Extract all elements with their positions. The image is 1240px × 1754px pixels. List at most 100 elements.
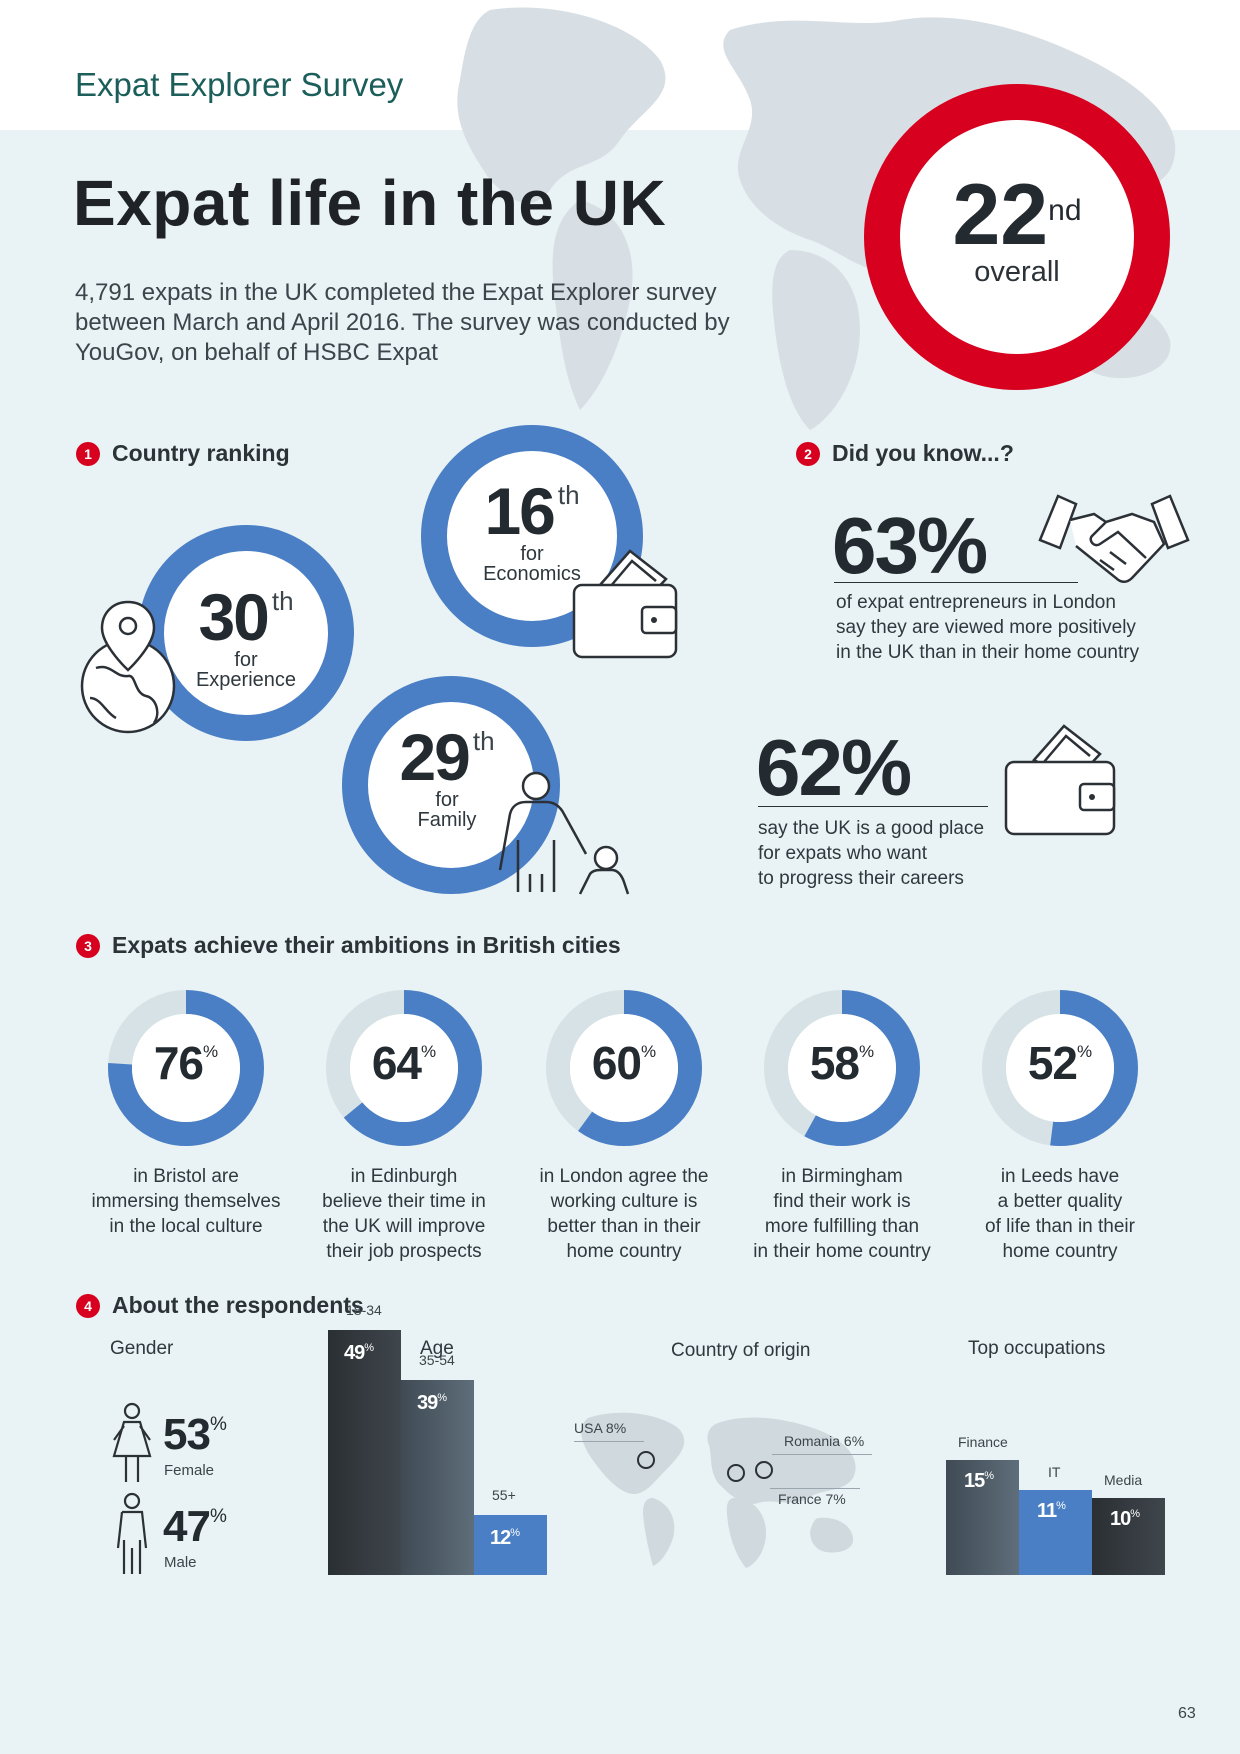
origin-country-label: USA 8% [574,1420,627,1436]
male-pct: 47% [163,1502,227,1552]
city-description-line: believe their time in [322,1191,486,1212]
male-icon [116,1492,148,1574]
city-description-line: in London agree the [539,1166,709,1187]
city-donut-arc [108,990,264,1146]
rank-number: 29 [399,720,470,794]
pct-unit: % [641,1042,657,1061]
origin-leader-line [574,1441,644,1442]
city-description: in Leeds have a better quality of life tha… [965,1164,1155,1264]
origin-heading: Country of origin [671,1340,811,1361]
city-donut-arc [546,990,702,1146]
city-description-line: in Edinburgh [350,1166,458,1187]
fact-line: of expat entrepreneurs in London [836,592,1116,613]
occupation-bar [1092,1498,1165,1575]
city-description-line: immersing themselves [91,1191,281,1212]
page-title: Expat life in the UK [73,167,667,239]
city-description: in Bristol are immersing themselves in the… [91,1164,281,1239]
pct-unit: % [209,1414,227,1435]
city-pct: 58% [757,1036,927,1090]
section-title: About the respondents [112,1292,364,1318]
occupation-bar-number: 10 [1110,1508,1131,1530]
section-did-you-know: 2 Did you know...? [796,440,1014,467]
city-description: in Birmingham find their work is more fulf… [747,1164,937,1264]
pct-unit: % [437,1392,447,1404]
fact-line: for expats who want [758,843,927,864]
intro-text: 4,791 expats in the UK completed the Exp… [75,279,730,366]
page-number: 63 [1178,1705,1196,1722]
section-title: Did you know...? [832,440,1014,466]
section-country-ranking: 1 Country ranking [76,440,290,467]
age-bar-number: 39 [417,1392,438,1414]
fact-text-careers: say the UK is a good place for expats wh… [758,816,1058,891]
pct-unit: % [203,1042,219,1061]
city-pct: 60% [539,1036,709,1090]
rank-suffix: th [271,586,294,616]
city-description-line: their job prospects [326,1241,482,1262]
city-donut-arc [982,990,1138,1146]
city-donut [326,990,482,1146]
age-bar-label: 18-34 [346,1302,382,1318]
origin-marker [727,1464,745,1482]
male-label: Male [164,1554,197,1571]
fact-pct-careers: 62% [756,723,912,812]
age-bar-number: 49 [344,1342,365,1364]
occupation-bar-label: Finance [958,1433,1008,1450]
occupations-heading: Top occupations [968,1338,1106,1359]
overall-label: overall [974,256,1060,288]
city-donut [982,990,1138,1146]
city-description-line: in the local culture [109,1216,263,1237]
divider [834,582,1078,583]
rank-number: 16 [484,474,555,548]
pct-unit: % [1130,1508,1140,1520]
occupation-bar-label: Media [1104,1472,1143,1488]
pct-unit: % [209,1506,227,1527]
city-donut-arc [764,990,920,1146]
overall-rank-number: 22 [952,167,1049,263]
female-label: Female [164,1462,215,1479]
occupation-bar-value: 11% [1037,1500,1066,1523]
age-bar [328,1330,401,1575]
origin-marker [637,1451,655,1469]
fact-line: say the UK is a good place [758,818,985,839]
city-pct: 76% [101,1036,271,1090]
age-bar-label: 35-54 [419,1352,455,1368]
occupation-bar [1019,1490,1092,1575]
divider [758,806,988,807]
gender-heading: Gender [110,1338,174,1359]
origin-world-map [581,1412,856,1568]
occupation-bar-label: IT [1048,1464,1061,1481]
section-title: Country ranking [112,440,290,466]
city-description-line: of life than in their [985,1216,1135,1237]
pct-unit: % [1077,1042,1093,1061]
pct-unit: % [364,1342,374,1354]
origin-country-label: Romania 6% [784,1433,865,1449]
city-donut-arc [326,990,482,1146]
occupation-bar-number: 15 [964,1469,985,1492]
handshake-icon [1038,494,1190,583]
city-description-line: more fulfilling than [764,1216,920,1237]
age-bar [474,1515,547,1575]
rank-label-category: Economics [483,563,581,585]
city-donut [764,990,920,1146]
section-number: 4 [76,1293,100,1318]
city-pct-value: 76 [153,1037,204,1089]
survey-label: Expat Explorer Survey [75,66,404,103]
rank-label-for: for [520,543,544,565]
city-donut [108,990,264,1146]
city-pct-value: 52 [1027,1037,1078,1089]
city-description-line: find their work is [773,1191,911,1212]
fact-text-entrepreneurs: of expat entrepreneurs in London say the… [836,590,1166,665]
globe-pin-icon [80,600,176,734]
female-pct-value: 53 [163,1410,211,1459]
city-description-line: in Leeds have [1000,1166,1120,1187]
city-description-line: a better quality [997,1191,1123,1212]
age-heading: Age [420,1338,454,1359]
city-description-line: home country [1002,1241,1118,1262]
city-description-line: in Bristol are [133,1166,239,1187]
fact-line: say they are viewed more positively [836,617,1136,638]
age-bar-value: 39% [417,1392,447,1415]
rank-number: 30 [198,580,269,654]
